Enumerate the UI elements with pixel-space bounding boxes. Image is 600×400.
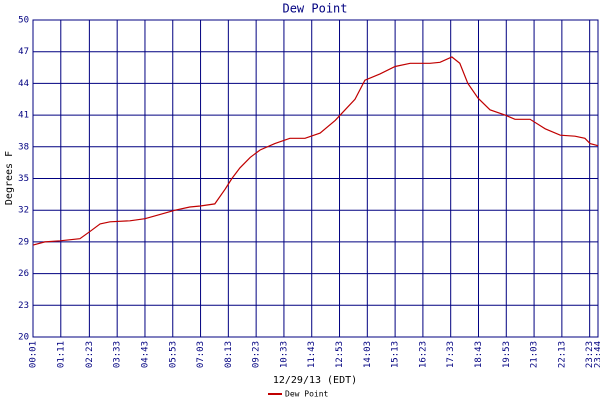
x-tick-label: 17:33	[446, 341, 456, 368]
y-tick-label: 41	[18, 111, 29, 121]
y-tick-label: 23	[18, 301, 29, 311]
chart-title: Dew Point	[282, 2, 347, 16]
y-axis-title: Degrees F	[4, 151, 15, 205]
x-tick-label: 01:11	[56, 341, 66, 368]
x-tick-label: 11:43	[307, 341, 317, 368]
x-tick-label: 23:44	[594, 341, 600, 368]
legend-label: Dew Point	[285, 390, 329, 399]
x-tick-label: 23:23	[585, 341, 595, 368]
x-tick-label: 16:23	[418, 341, 428, 368]
x-tick-label: 19:53	[502, 341, 512, 368]
y-tick-label: 20	[18, 333, 29, 343]
x-tick-label: 07:03	[196, 341, 206, 368]
x-tick-label: 08:13	[224, 341, 234, 368]
x-tick-label: 22:13	[557, 341, 567, 368]
x-tick-label: 04:43	[140, 341, 150, 368]
x-tick-label: 10:33	[279, 341, 289, 368]
x-tick-label: 09:23	[252, 341, 262, 368]
data-line	[32, 56, 599, 246]
x-tick-label: 14:03	[363, 341, 373, 368]
x-tick-label: 12:53	[335, 341, 345, 368]
x-tick-label: 18:43	[474, 341, 484, 368]
y-tick-label: 47	[18, 47, 29, 57]
x-tick-label: 00:01	[29, 341, 39, 368]
x-tick-label: 03:33	[113, 341, 123, 368]
x-tick-label: 21:03	[530, 341, 540, 368]
y-tick-label: 38	[18, 142, 29, 152]
y-tick-label: 32	[18, 206, 29, 216]
x-tick-label: 15:13	[391, 341, 401, 368]
x-tick-label: 05:53	[168, 341, 178, 368]
y-tick-label: 29	[18, 237, 29, 247]
y-tick-label: 50	[18, 16, 29, 26]
y-tick-label: 26	[18, 269, 29, 279]
x-axis-title: 12/29/13 (EDT)	[273, 375, 357, 386]
y-tick-label: 44	[18, 79, 29, 89]
x-tick-label: 02:23	[85, 341, 95, 368]
y-tick-label: 35	[18, 174, 29, 184]
